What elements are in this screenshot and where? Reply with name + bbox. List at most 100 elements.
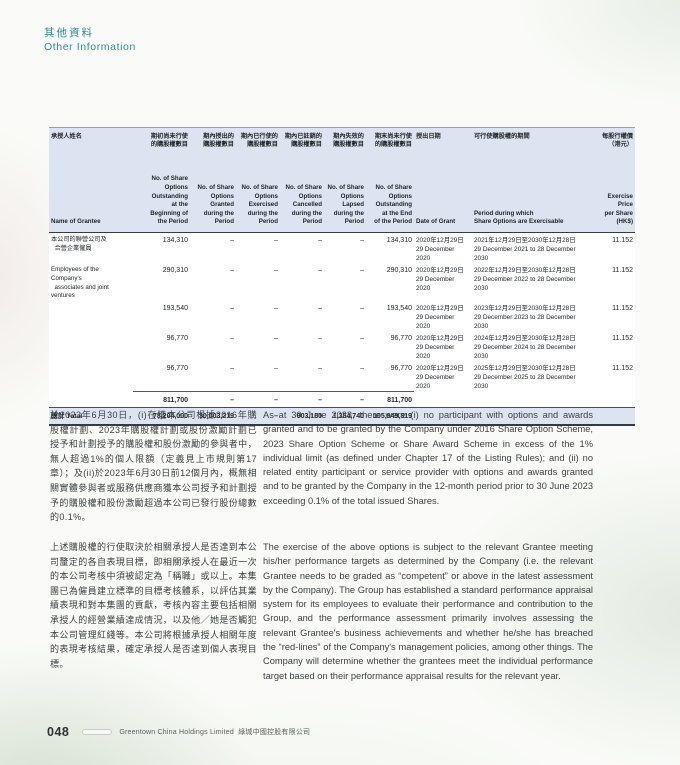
cell-exercise-price: 11.152 (590, 263, 635, 302)
footer-company-name: Greentown China Holdings Limited 綠城中國控股有… (119, 729, 311, 736)
total-row: 總計 Total 78,204,000 30,003,219 – 903,160… (49, 406, 635, 426)
cell-beginning: 96,770 (133, 331, 190, 362)
footer-logo-bar (82, 729, 113, 735)
cell-beginning: 134,310 (133, 232, 190, 263)
col-header-beginning: 期初尚未行使 的購股權數目 No. of Share Options Outsta… (133, 127, 190, 233)
paragraph-2-en: The exercise of the above options is sub… (263, 542, 593, 681)
cell-lapsed: – (324, 390, 366, 408)
cell-beginning: 193,540 (133, 301, 190, 332)
col-header-exercise-period-zh: 可行使購股權的期間 (474, 133, 530, 140)
col-header-beginning-en: No. of Share Options Outstanding at the … (150, 175, 188, 226)
cell-cancelled: – (280, 390, 324, 408)
cell-grantee: 本公司的聯營公司及 合營企業僱員 (49, 232, 133, 263)
cell-exercised: – (236, 232, 280, 263)
cell-grant-date: 2020年12月29日 29 December 2020 (414, 263, 472, 302)
col-header-exercise-price: 每股行權價 （港元） Exercise Price per Share (HK$) (590, 127, 635, 233)
cell-end: 96,770 (366, 331, 414, 362)
cell-lapsed: – (324, 301, 366, 332)
section-header: 其他資料 Other Information (44, 27, 136, 54)
cell-lapsed: – (324, 232, 366, 263)
cell-exercise-period: 2021年12月29日至2030年12月28日 29 December 2021… (472, 232, 590, 263)
cell-exercise-period (472, 391, 590, 408)
subtotal-row: 811,700 – – – – 811,700 (49, 390, 635, 408)
col-header-granted: 期內授出的 購股權數目 No. of Share Options Granted … (190, 127, 236, 233)
cell-exercise-period: 2023年12月29日至2030年12月28日 29 December 2023… (472, 301, 590, 332)
col-header-lapsed: 期內失效的 購股權數目 No. of Share Options Lapsed d… (324, 127, 366, 233)
col-header-end: 期末尚未行使 的購股權數目 No. of Share Options Outsta… (366, 127, 414, 233)
table-row: Employees of the Company's associates an… (49, 263, 635, 302)
cell-grantee (49, 331, 133, 362)
cell-lapsed: – (324, 361, 366, 392)
col-header-grant-date-zh: 授出日期 (416, 133, 441, 140)
cell-exercised: – (236, 331, 280, 362)
cell-exercise-price: 11.152 (590, 331, 635, 362)
total-label: 總計 Total (49, 406, 133, 426)
share-options-table: 承授人姓名 Name of Grantee 期初尚未行使 的購股權數目 No. of… (49, 127, 635, 426)
cell-exercised: – (236, 263, 280, 302)
col-header-end-en: No. of Share Options Outstanding at the … (374, 184, 412, 226)
cell-exercise-period: 2022年12月29日至2030年12月28日 29 December 2022… (472, 263, 590, 302)
cell-end: 105,949,319 (366, 406, 414, 426)
cell-granted: – (190, 331, 236, 362)
cell-exercise-price: 11.152 (590, 361, 635, 392)
cell-exercise-price: 11.152 (590, 232, 635, 263)
cell-grant-date: 2020年12月29日 29 December 2020 (414, 232, 472, 263)
col-header-grantee-en: Name of Grantee (51, 218, 101, 226)
cell-beginning: 96,770 (133, 361, 190, 392)
cell-grant-date: 2020年12月29日 29 December 2020 (414, 361, 472, 392)
col-header-exercise-period: 可行使購股權的期間 Period during which Share Optio… (472, 127, 590, 233)
cell-cancelled: – (280, 263, 324, 302)
paragraph-1-zh: 於2023年6月30日，(i)在獲本公司根據2016年購股權計劃、2023年購股… (50, 410, 257, 523)
cell-beginning: 78,204,000 (133, 406, 190, 426)
table-row: 本公司的聯營公司及 合營企業僱員 134,310 – – – – 134,310… (49, 232, 635, 263)
col-header-grantee: 承授人姓名 Name of Grantee (49, 127, 133, 233)
col-header-cancelled-zh: 期內已註銷的 購股權數目 (284, 133, 322, 149)
section-title-en: Other Information (44, 40, 136, 53)
cell-grantee (49, 361, 133, 392)
col-header-exercise-price-en: Exercise Price per Share (HK$) (604, 192, 633, 226)
cell-exercise-period: 2025年12月29日至2030年12月28日 29 December 2025… (472, 361, 590, 392)
share-options-table-grid: 承授人姓名 Name of Grantee 期初尚未行使 的購股權數目 No. of… (49, 127, 635, 426)
cell-grant-date: 2020年12月29日 29 December 2020 (414, 301, 472, 332)
cell-end: 193,540 (366, 301, 414, 332)
cell-exercise-period: 2024年12月29日至2030年12月28日 29 December 2024… (472, 331, 590, 362)
col-header-exercised: 期內已行使的 購股權數目 No. of Share Options Exercis… (236, 127, 280, 233)
col-header-grant-date-en: Date of Grant (416, 218, 456, 226)
col-header-lapsed-en: No. of Share Options Lapsed during the P… (327, 184, 364, 226)
cell-cancelled: 903,160 (280, 406, 324, 426)
col-header-exercise-price-zh: 每股行權價 （港元） (602, 133, 633, 149)
cell-cancelled: – (280, 232, 324, 263)
col-header-exercised-zh: 期內已行使的 購股權數目 (240, 133, 278, 149)
col-header-grantee-zh: 承授人姓名 (51, 133, 82, 140)
cell-exercised: – (236, 301, 280, 332)
cell-grant-date: 2020年12月29日 29 December 2020 (414, 331, 472, 362)
cell-granted: 30,003,219 (190, 406, 236, 426)
paragraph-2-zh: 上述購股權的行使取決於相關承授人是否達到本公司釐定的各自表現目標，即相關承授人在… (50, 542, 257, 669)
cell-exercised: – (236, 361, 280, 392)
cell-granted: – (190, 232, 236, 263)
cell-grantee (49, 391, 133, 408)
table-row: 96,770 – – – – 96,770 2020年12月29日 29 Dec… (49, 331, 635, 362)
cell-granted: – (190, 361, 236, 392)
table-header-row: 承授人姓名 Name of Grantee 期初尚未行使 的購股權數目 No. of… (49, 127, 635, 233)
page-number: 048 (47, 725, 70, 739)
cell-grant-date (414, 406, 472, 426)
col-header-exercised-en: No. of Share Options Exercised during th… (241, 184, 278, 226)
page-footer: 048 Greentown China Holdings Limited 綠城中… (47, 725, 310, 739)
cell-cancelled: – (280, 331, 324, 362)
section-title-zh: 其他資料 (44, 27, 94, 39)
cell-grantee: Employees of the Company's associates an… (49, 263, 133, 302)
cell-lapsed: – (324, 263, 366, 302)
col-header-granted-zh: 期內授出的 購股權數目 (203, 133, 234, 149)
cell-end: 96,770 (366, 361, 414, 392)
cell-granted: – (190, 301, 236, 332)
cell-cancelled: – (280, 301, 324, 332)
col-header-cancelled: 期內已註銷的 購股權數目 No. of Share Options Cancell… (280, 127, 324, 233)
col-header-cancelled-en: No. of Share Options Cancelled during th… (285, 184, 322, 226)
col-header-beginning-zh: 期初尚未行使 的購股權數目 (150, 133, 188, 149)
col-header-grant-date: 授出日期 Date of Grant (414, 127, 472, 233)
cell-exercise-price: 11.152 (590, 301, 635, 332)
cell-exercise-price (590, 406, 635, 426)
cell-beginning: 290,310 (133, 263, 190, 302)
